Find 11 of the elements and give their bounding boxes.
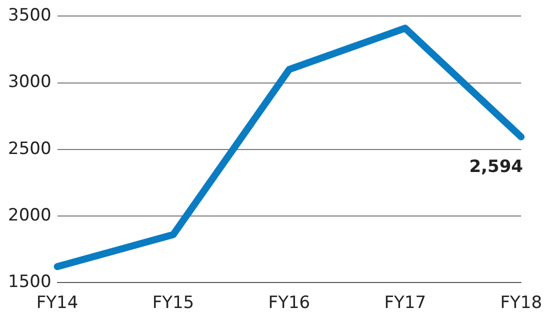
- x-tick-label: FY16: [268, 293, 310, 314]
- x-tick-label: FY15: [152, 293, 194, 314]
- y-tick-label: 2500: [8, 138, 52, 159]
- x-tick-label: FY18: [500, 293, 542, 314]
- x-tick-label: FY14: [36, 293, 78, 314]
- x-tick-label: FY17: [384, 293, 426, 314]
- y-tick-label: 3000: [8, 72, 52, 92]
- y-tick-label: 2000: [8, 205, 52, 226]
- y-tick-label: 1500: [8, 272, 52, 292]
- data-label: 2,594: [469, 156, 524, 177]
- y-tick-label: 3500: [8, 6, 52, 26]
